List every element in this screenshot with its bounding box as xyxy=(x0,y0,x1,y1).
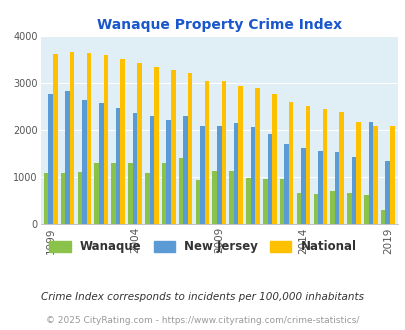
Bar xyxy=(195,180,200,224)
Bar xyxy=(305,106,309,224)
Bar xyxy=(188,73,192,224)
Bar xyxy=(216,126,221,224)
Bar xyxy=(384,161,389,224)
Bar xyxy=(317,151,322,224)
Bar xyxy=(288,102,293,224)
Bar xyxy=(166,120,171,224)
Bar xyxy=(115,108,120,224)
Bar xyxy=(77,172,82,224)
Bar xyxy=(363,195,368,224)
Bar xyxy=(330,191,334,224)
Legend: Wanaque, New Jersey, National: Wanaque, New Jersey, National xyxy=(45,236,360,258)
Bar xyxy=(372,126,377,224)
Bar xyxy=(296,193,301,224)
Bar xyxy=(200,126,204,224)
Bar xyxy=(346,193,351,224)
Bar xyxy=(238,86,242,224)
Bar xyxy=(120,59,125,224)
Bar xyxy=(313,194,317,224)
Bar xyxy=(279,179,283,224)
Bar xyxy=(212,171,216,224)
Bar xyxy=(137,63,141,224)
Bar xyxy=(322,109,326,224)
Bar xyxy=(154,67,158,224)
Bar xyxy=(229,171,233,224)
Bar xyxy=(183,116,188,224)
Bar xyxy=(149,116,154,224)
Bar xyxy=(53,54,58,224)
Bar xyxy=(301,148,305,224)
Bar xyxy=(178,158,183,224)
Bar xyxy=(255,87,259,224)
Bar xyxy=(250,127,255,224)
Bar xyxy=(233,123,238,224)
Bar xyxy=(132,113,137,224)
Text: Crime Index corresponds to incidents per 100,000 inhabitants: Crime Index corresponds to incidents per… xyxy=(41,292,364,302)
Bar xyxy=(334,152,339,224)
Bar xyxy=(99,103,103,224)
Bar xyxy=(61,173,65,224)
Bar xyxy=(351,157,356,224)
Bar xyxy=(356,122,360,224)
Bar xyxy=(267,134,271,224)
Bar xyxy=(65,91,70,224)
Bar xyxy=(389,126,394,224)
Bar xyxy=(284,144,288,224)
Bar xyxy=(128,163,132,224)
Bar xyxy=(48,94,53,224)
Bar xyxy=(145,173,149,224)
Bar xyxy=(87,53,91,224)
Bar xyxy=(44,173,48,224)
Title: Wanaque Property Crime Index: Wanaque Property Crime Index xyxy=(96,18,341,32)
Bar xyxy=(162,163,166,224)
Bar xyxy=(339,112,343,224)
Bar xyxy=(171,70,175,224)
Bar xyxy=(221,81,226,224)
Bar xyxy=(70,52,74,224)
Bar xyxy=(82,100,87,224)
Bar xyxy=(380,210,384,224)
Bar xyxy=(103,55,108,224)
Text: © 2025 CityRating.com - https://www.cityrating.com/crime-statistics/: © 2025 CityRating.com - https://www.city… xyxy=(46,316,359,325)
Bar xyxy=(204,81,209,224)
Bar xyxy=(368,122,372,224)
Bar xyxy=(271,94,276,224)
Bar xyxy=(262,179,267,224)
Bar xyxy=(245,178,250,224)
Bar xyxy=(111,163,115,224)
Bar xyxy=(94,163,99,224)
